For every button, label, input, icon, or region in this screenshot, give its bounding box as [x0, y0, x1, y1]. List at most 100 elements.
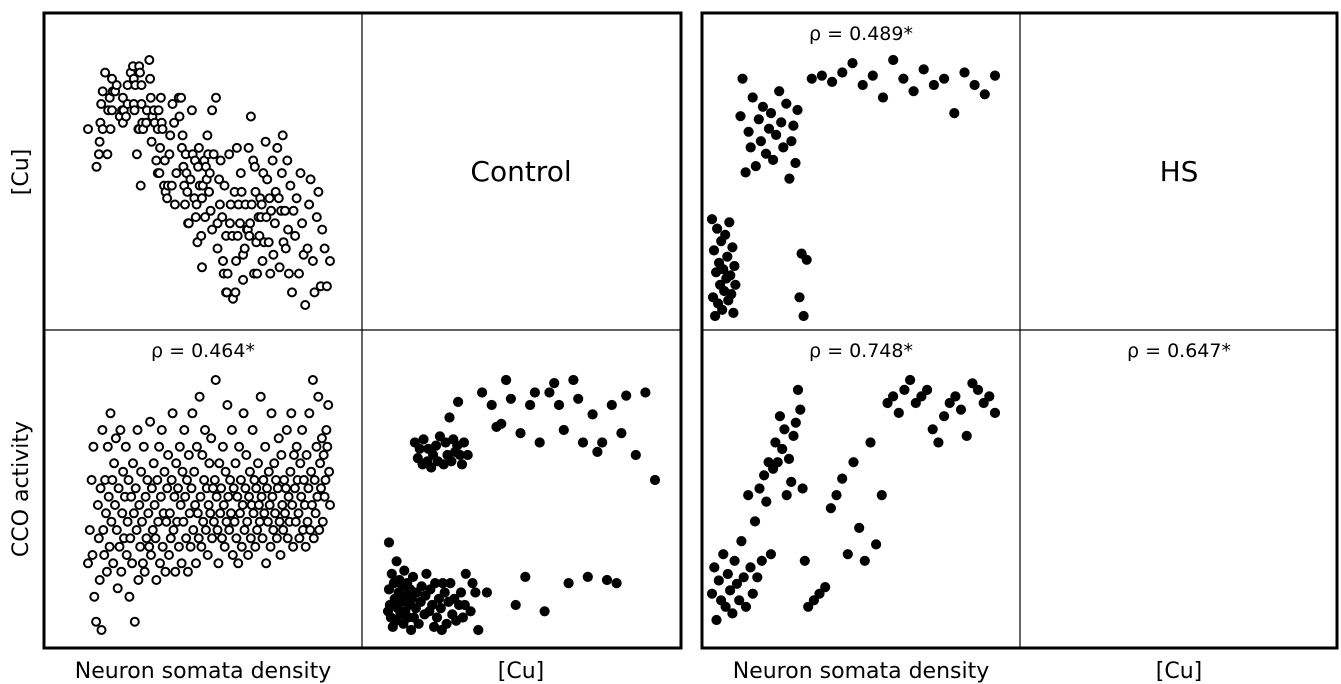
data-point [534, 437, 545, 448]
data-point [145, 73, 156, 84]
data-point [207, 533, 218, 544]
data-point [151, 575, 162, 585]
data-point [718, 264, 729, 275]
control-group-label: Control [470, 155, 571, 188]
data-point [871, 539, 882, 550]
data-point [727, 242, 738, 253]
data-point [169, 117, 180, 128]
data-point [797, 483, 808, 494]
data-point [264, 500, 275, 510]
data-point [473, 624, 484, 636]
data-point [216, 483, 227, 494]
data-point [307, 256, 318, 266]
data-point [154, 441, 165, 452]
data-point [182, 566, 193, 577]
data-point [788, 430, 799, 441]
data-point [204, 458, 215, 469]
data-point [709, 562, 720, 573]
data-point [192, 508, 203, 519]
data-point [249, 161, 260, 172]
data-point [246, 199, 257, 210]
data-point [505, 393, 516, 404]
data-point [406, 624, 417, 636]
data-point [295, 458, 306, 469]
data-point [888, 391, 899, 402]
data-point [132, 425, 143, 435]
data-point [786, 136, 797, 147]
hs-corr-cco-density: ρ = 0.748* [809, 340, 913, 362]
data-point [245, 533, 256, 544]
data-point [287, 500, 298, 510]
data-point [760, 148, 772, 159]
data-point [295, 168, 306, 179]
data-point [324, 466, 335, 477]
data-point [267, 491, 278, 502]
data-point [93, 149, 104, 160]
data-point [274, 516, 285, 527]
data-point [239, 243, 250, 254]
data-point [288, 205, 299, 216]
data-point [200, 212, 211, 223]
data-point [280, 508, 290, 519]
data-point [273, 433, 284, 444]
data-point [310, 508, 321, 519]
data-point [99, 550, 110, 560]
data-point [445, 578, 456, 589]
data-point [300, 300, 311, 310]
data-point [266, 408, 277, 419]
data-point [814, 588, 825, 599]
data-point [174, 441, 185, 452]
data-point [97, 86, 108, 97]
data-point [979, 89, 990, 100]
data-point [317, 516, 328, 527]
data-point [265, 268, 276, 279]
data-point [135, 541, 146, 552]
data-point [783, 453, 795, 464]
data-point [133, 575, 144, 585]
hs-scatter-cu-vs-density [706, 54, 1001, 322]
data-point [176, 558, 187, 569]
control-y-label-cu: [Cu] [9, 149, 34, 195]
data-point [146, 483, 157, 494]
data-point [606, 399, 617, 411]
data-point [306, 466, 317, 477]
data-point [939, 411, 950, 422]
data-point [160, 566, 171, 577]
data-point [190, 212, 201, 223]
data-point [262, 174, 273, 185]
data-point [786, 476, 797, 487]
data-point [263, 466, 274, 477]
data-point [235, 508, 245, 519]
data-point [184, 508, 195, 519]
data-point [724, 217, 735, 228]
data-point [737, 73, 748, 84]
data-point [305, 174, 316, 185]
data-point [481, 587, 492, 598]
data-point [167, 408, 178, 419]
data-point [122, 516, 133, 527]
data-point [266, 205, 277, 216]
data-point [294, 533, 305, 544]
data-point [170, 566, 181, 577]
data-point [146, 136, 157, 147]
data-point [121, 111, 131, 122]
data-point [193, 142, 204, 153]
data-point [204, 186, 214, 197]
data-point [153, 516, 164, 527]
data-point [950, 391, 961, 402]
data-point [765, 549, 777, 560]
data-point [730, 279, 741, 290]
data-point [717, 304, 728, 315]
data-point [276, 450, 287, 460]
data-point [573, 393, 584, 404]
data-point [145, 92, 156, 103]
data-point [854, 522, 865, 534]
data-point [539, 606, 550, 617]
data-point [959, 67, 970, 78]
data-point [260, 136, 271, 147]
data-point [261, 212, 272, 223]
data-point [972, 384, 984, 395]
data-point [143, 508, 154, 519]
data-point [731, 578, 743, 589]
